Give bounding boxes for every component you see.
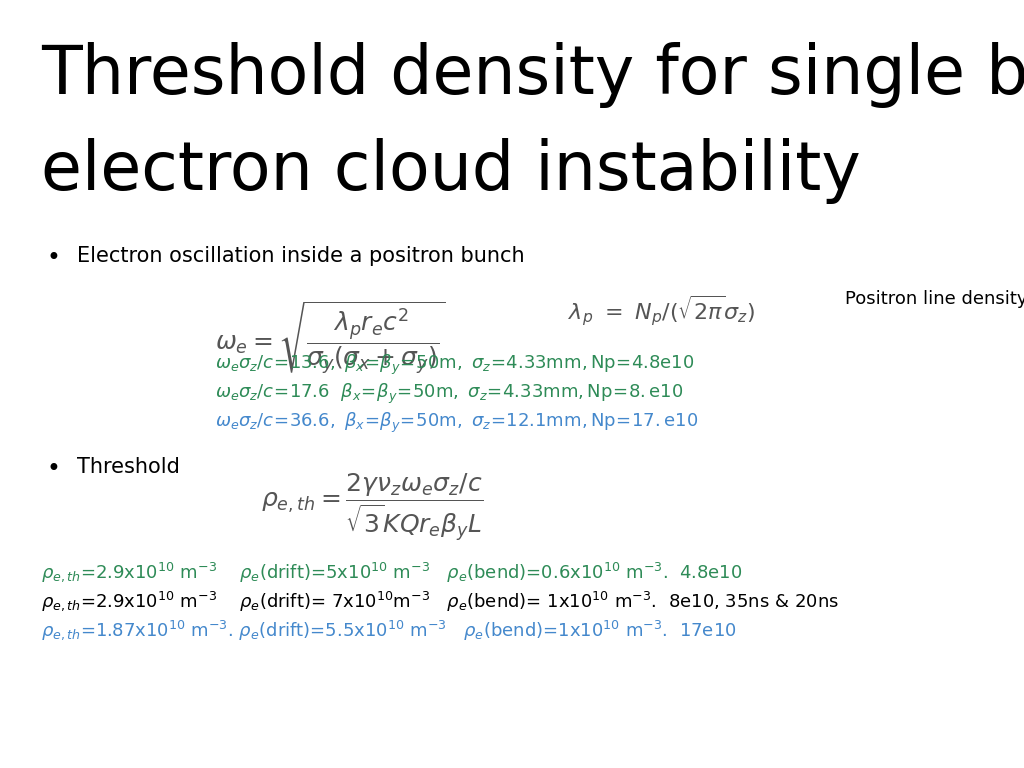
Text: $\omega_e\sigma_z/c\!=\!17.6\ \ \beta_x\!=\!\beta_y\!=\!50\mathrm{m},\ \sigma_z\: $\omega_e\sigma_z/c\!=\!17.6\ \ \beta_x\… — [215, 382, 683, 406]
Text: Electron oscillation inside a positron bunch: Electron oscillation inside a positron b… — [77, 246, 524, 266]
Text: $\omega_e\sigma_z/c\!=\!13.6,\ \beta_x\!=\!\beta_y\!=\!50\mathrm{m},\ \sigma_z\!: $\omega_e\sigma_z/c\!=\!13.6,\ \beta_x\!… — [215, 353, 694, 378]
Text: Threshold: Threshold — [77, 457, 179, 477]
Text: electron cloud instability: electron cloud instability — [41, 138, 861, 204]
Text: $\omega_e = \sqrt{\dfrac{\lambda_p r_e c^2}{\sigma_y(\sigma_x + \sigma_y)}}$: $\omega_e = \sqrt{\dfrac{\lambda_p r_e c… — [215, 300, 445, 376]
Text: •: • — [46, 457, 60, 481]
Text: Positron line density: Positron line density — [845, 290, 1024, 307]
Text: $\rho_{e,th} = \dfrac{2\gamma\nu_z\omega_e\sigma_z/c}{\sqrt{3}KQr_e\beta_y L}$: $\rho_{e,th} = \dfrac{2\gamma\nu_z\omega… — [261, 472, 483, 545]
Text: •: • — [46, 246, 60, 270]
Text: Threshold density for single bunch: Threshold density for single bunch — [41, 42, 1024, 108]
Text: $\rho_{e,th}$=2.9x10$^{10}$ m$^{-3}$    $\rho_e$(drift)=5x10$^{10}$ m$^{-3}$   $: $\rho_{e,th}$=2.9x10$^{10}$ m$^{-3}$ $\r… — [41, 561, 742, 584]
Text: $\lambda_p \ = \ N_p / (\sqrt{2\pi}\sigma_z)$: $\lambda_p \ = \ N_p / (\sqrt{2\pi}\sigm… — [568, 293, 756, 329]
Text: $\rho_{e,th}$=2.9x10$^{10}$ m$^{-3}$    $\rho_e$(drift)= 7x10$^{10}$m$^{-3}$   $: $\rho_{e,th}$=2.9x10$^{10}$ m$^{-3}$ $\r… — [41, 589, 839, 613]
Text: $\rho_{e,th}$=1.87x10$^{10}$ m$^{-3}$. $\rho_e$(drift)=5.5x10$^{10}$ m$^{-3}$   : $\rho_{e,th}$=1.87x10$^{10}$ m$^{-3}$. $… — [41, 618, 736, 642]
Text: $\omega_e\sigma_z/c\!=\!36.6,\ \beta_x\!=\!\beta_y\!=\!50\mathrm{m},\ \sigma_z\!: $\omega_e\sigma_z/c\!=\!36.6,\ \beta_x\!… — [215, 411, 698, 435]
